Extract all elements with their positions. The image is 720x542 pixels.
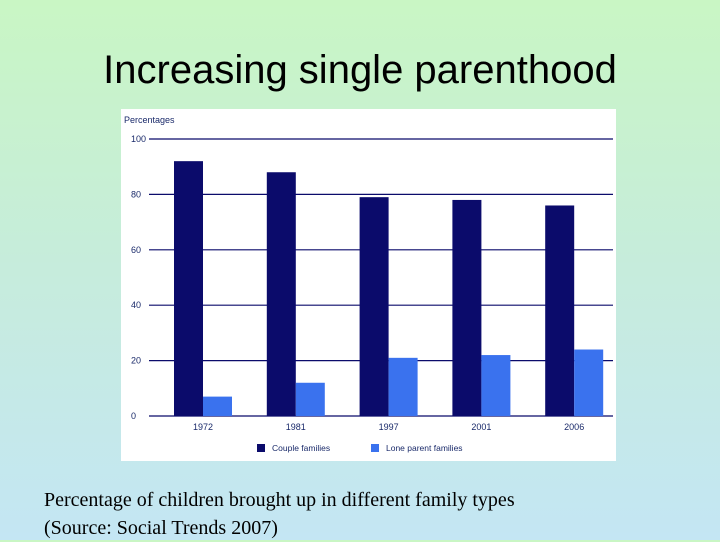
- bar-lone-parent-1972: [203, 396, 232, 416]
- y-tick-label: 80: [131, 189, 141, 199]
- y-tick-label: 40: [131, 300, 141, 310]
- x-tick-label: 1981: [286, 422, 306, 432]
- bar-couple-1981: [266, 172, 296, 416]
- bar-couple-1997: [359, 197, 389, 416]
- x-tick-label: 1997: [379, 422, 399, 432]
- bar-lone-parent-2006: [574, 349, 604, 416]
- x-tick-label: 2001: [471, 422, 491, 432]
- bar-lone-parent-1981: [295, 382, 325, 416]
- legend-swatch: [257, 444, 265, 452]
- slide-title: Increasing single parenthood: [103, 48, 617, 92]
- caption-source: (Source: Social Trends 2007): [44, 517, 278, 539]
- legend-label: Lone parent families: [386, 443, 463, 453]
- bar-lone-parent-1997: [388, 357, 418, 416]
- bar-couple-2001: [452, 199, 482, 416]
- bar-couple-1972: [174, 161, 203, 416]
- caption: Percentage of children brought up in dif…: [44, 486, 714, 542]
- chart-panel: Percentages 0 20 40 60 80 100 1972 1981 1997 2001 2…: [121, 109, 616, 461]
- y-tick-label: 100: [131, 134, 146, 144]
- bar-lone-parent-2001: [481, 355, 511, 416]
- legend-swatch: [371, 444, 379, 452]
- x-tick-label: 2006: [564, 422, 584, 432]
- y-tick-label: 20: [131, 356, 141, 366]
- y-axis-label: Percentages: [124, 115, 175, 125]
- bar-chart: Percentages 0 20 40 60 80 100 1972 1981 1997 2001 2…: [124, 115, 613, 453]
- bar-couple-2006: [545, 205, 575, 416]
- y-tick-label: 60: [131, 245, 141, 255]
- x-tick-label: 1972: [193, 422, 213, 432]
- y-tick-label: 0: [131, 411, 136, 421]
- legend-label: Couple families: [272, 443, 330, 453]
- caption-line-1: Percentage of children brought up in dif…: [44, 489, 515, 511]
